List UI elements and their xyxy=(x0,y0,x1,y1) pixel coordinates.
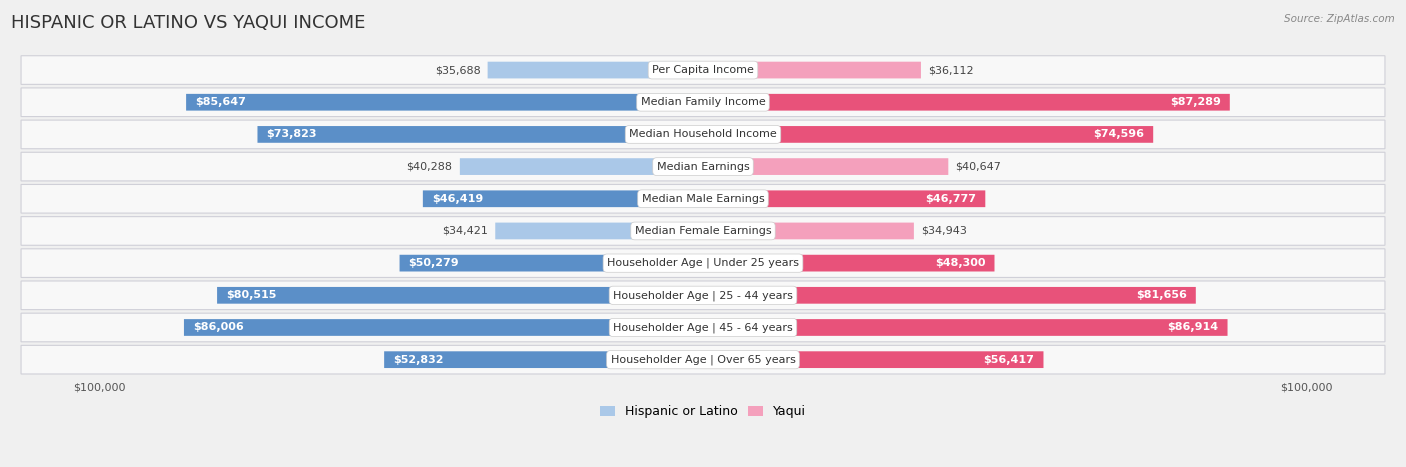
FancyBboxPatch shape xyxy=(21,56,1385,85)
FancyBboxPatch shape xyxy=(384,351,703,368)
Text: HISPANIC OR LATINO VS YAQUI INCOME: HISPANIC OR LATINO VS YAQUI INCOME xyxy=(11,14,366,32)
FancyBboxPatch shape xyxy=(703,287,1195,304)
FancyBboxPatch shape xyxy=(495,223,703,239)
Text: $34,943: $34,943 xyxy=(921,226,967,236)
FancyBboxPatch shape xyxy=(21,152,1385,181)
Text: $85,647: $85,647 xyxy=(195,97,246,107)
Text: Householder Age | 25 - 44 years: Householder Age | 25 - 44 years xyxy=(613,290,793,301)
FancyBboxPatch shape xyxy=(703,191,986,207)
Text: $73,823: $73,823 xyxy=(267,129,316,140)
FancyBboxPatch shape xyxy=(703,223,914,239)
Text: Per Capita Income: Per Capita Income xyxy=(652,65,754,75)
Text: $86,006: $86,006 xyxy=(193,323,243,333)
Text: $74,596: $74,596 xyxy=(1092,129,1144,140)
FancyBboxPatch shape xyxy=(184,319,703,336)
FancyBboxPatch shape xyxy=(703,158,948,175)
Text: $86,914: $86,914 xyxy=(1167,323,1219,333)
Text: $46,777: $46,777 xyxy=(925,194,976,204)
Text: $40,288: $40,288 xyxy=(406,162,453,171)
Text: $87,289: $87,289 xyxy=(1170,97,1220,107)
FancyBboxPatch shape xyxy=(21,120,1385,149)
Legend: Hispanic or Latino, Yaqui: Hispanic or Latino, Yaqui xyxy=(595,400,811,423)
FancyBboxPatch shape xyxy=(21,217,1385,245)
Text: Median Female Earnings: Median Female Earnings xyxy=(634,226,772,236)
FancyBboxPatch shape xyxy=(703,126,1153,143)
FancyBboxPatch shape xyxy=(21,313,1385,342)
Text: Source: ZipAtlas.com: Source: ZipAtlas.com xyxy=(1284,14,1395,24)
FancyBboxPatch shape xyxy=(257,126,703,143)
Text: Median Household Income: Median Household Income xyxy=(628,129,778,140)
FancyBboxPatch shape xyxy=(186,94,703,111)
Text: $52,832: $52,832 xyxy=(394,354,444,365)
FancyBboxPatch shape xyxy=(488,62,703,78)
Text: $46,419: $46,419 xyxy=(432,194,484,204)
FancyBboxPatch shape xyxy=(21,184,1385,213)
Text: Householder Age | Over 65 years: Householder Age | Over 65 years xyxy=(610,354,796,365)
Text: Median Earnings: Median Earnings xyxy=(657,162,749,171)
FancyBboxPatch shape xyxy=(703,94,1230,111)
FancyBboxPatch shape xyxy=(217,287,703,304)
Text: $56,417: $56,417 xyxy=(984,354,1035,365)
FancyBboxPatch shape xyxy=(399,255,703,271)
Text: Median Male Earnings: Median Male Earnings xyxy=(641,194,765,204)
FancyBboxPatch shape xyxy=(21,249,1385,277)
Text: $36,112: $36,112 xyxy=(928,65,974,75)
Text: $50,279: $50,279 xyxy=(409,258,460,268)
Text: Householder Age | 45 - 64 years: Householder Age | 45 - 64 years xyxy=(613,322,793,333)
Text: $80,515: $80,515 xyxy=(226,290,277,300)
FancyBboxPatch shape xyxy=(423,191,703,207)
FancyBboxPatch shape xyxy=(703,351,1043,368)
Text: Householder Age | Under 25 years: Householder Age | Under 25 years xyxy=(607,258,799,269)
Text: $34,421: $34,421 xyxy=(441,226,488,236)
FancyBboxPatch shape xyxy=(460,158,703,175)
FancyBboxPatch shape xyxy=(21,346,1385,374)
Text: $81,656: $81,656 xyxy=(1136,290,1187,300)
FancyBboxPatch shape xyxy=(703,319,1227,336)
Text: $40,647: $40,647 xyxy=(956,162,1001,171)
FancyBboxPatch shape xyxy=(703,62,921,78)
FancyBboxPatch shape xyxy=(21,88,1385,117)
Text: Median Family Income: Median Family Income xyxy=(641,97,765,107)
FancyBboxPatch shape xyxy=(703,255,994,271)
FancyBboxPatch shape xyxy=(21,281,1385,310)
Text: $48,300: $48,300 xyxy=(935,258,986,268)
Text: $35,688: $35,688 xyxy=(434,65,481,75)
